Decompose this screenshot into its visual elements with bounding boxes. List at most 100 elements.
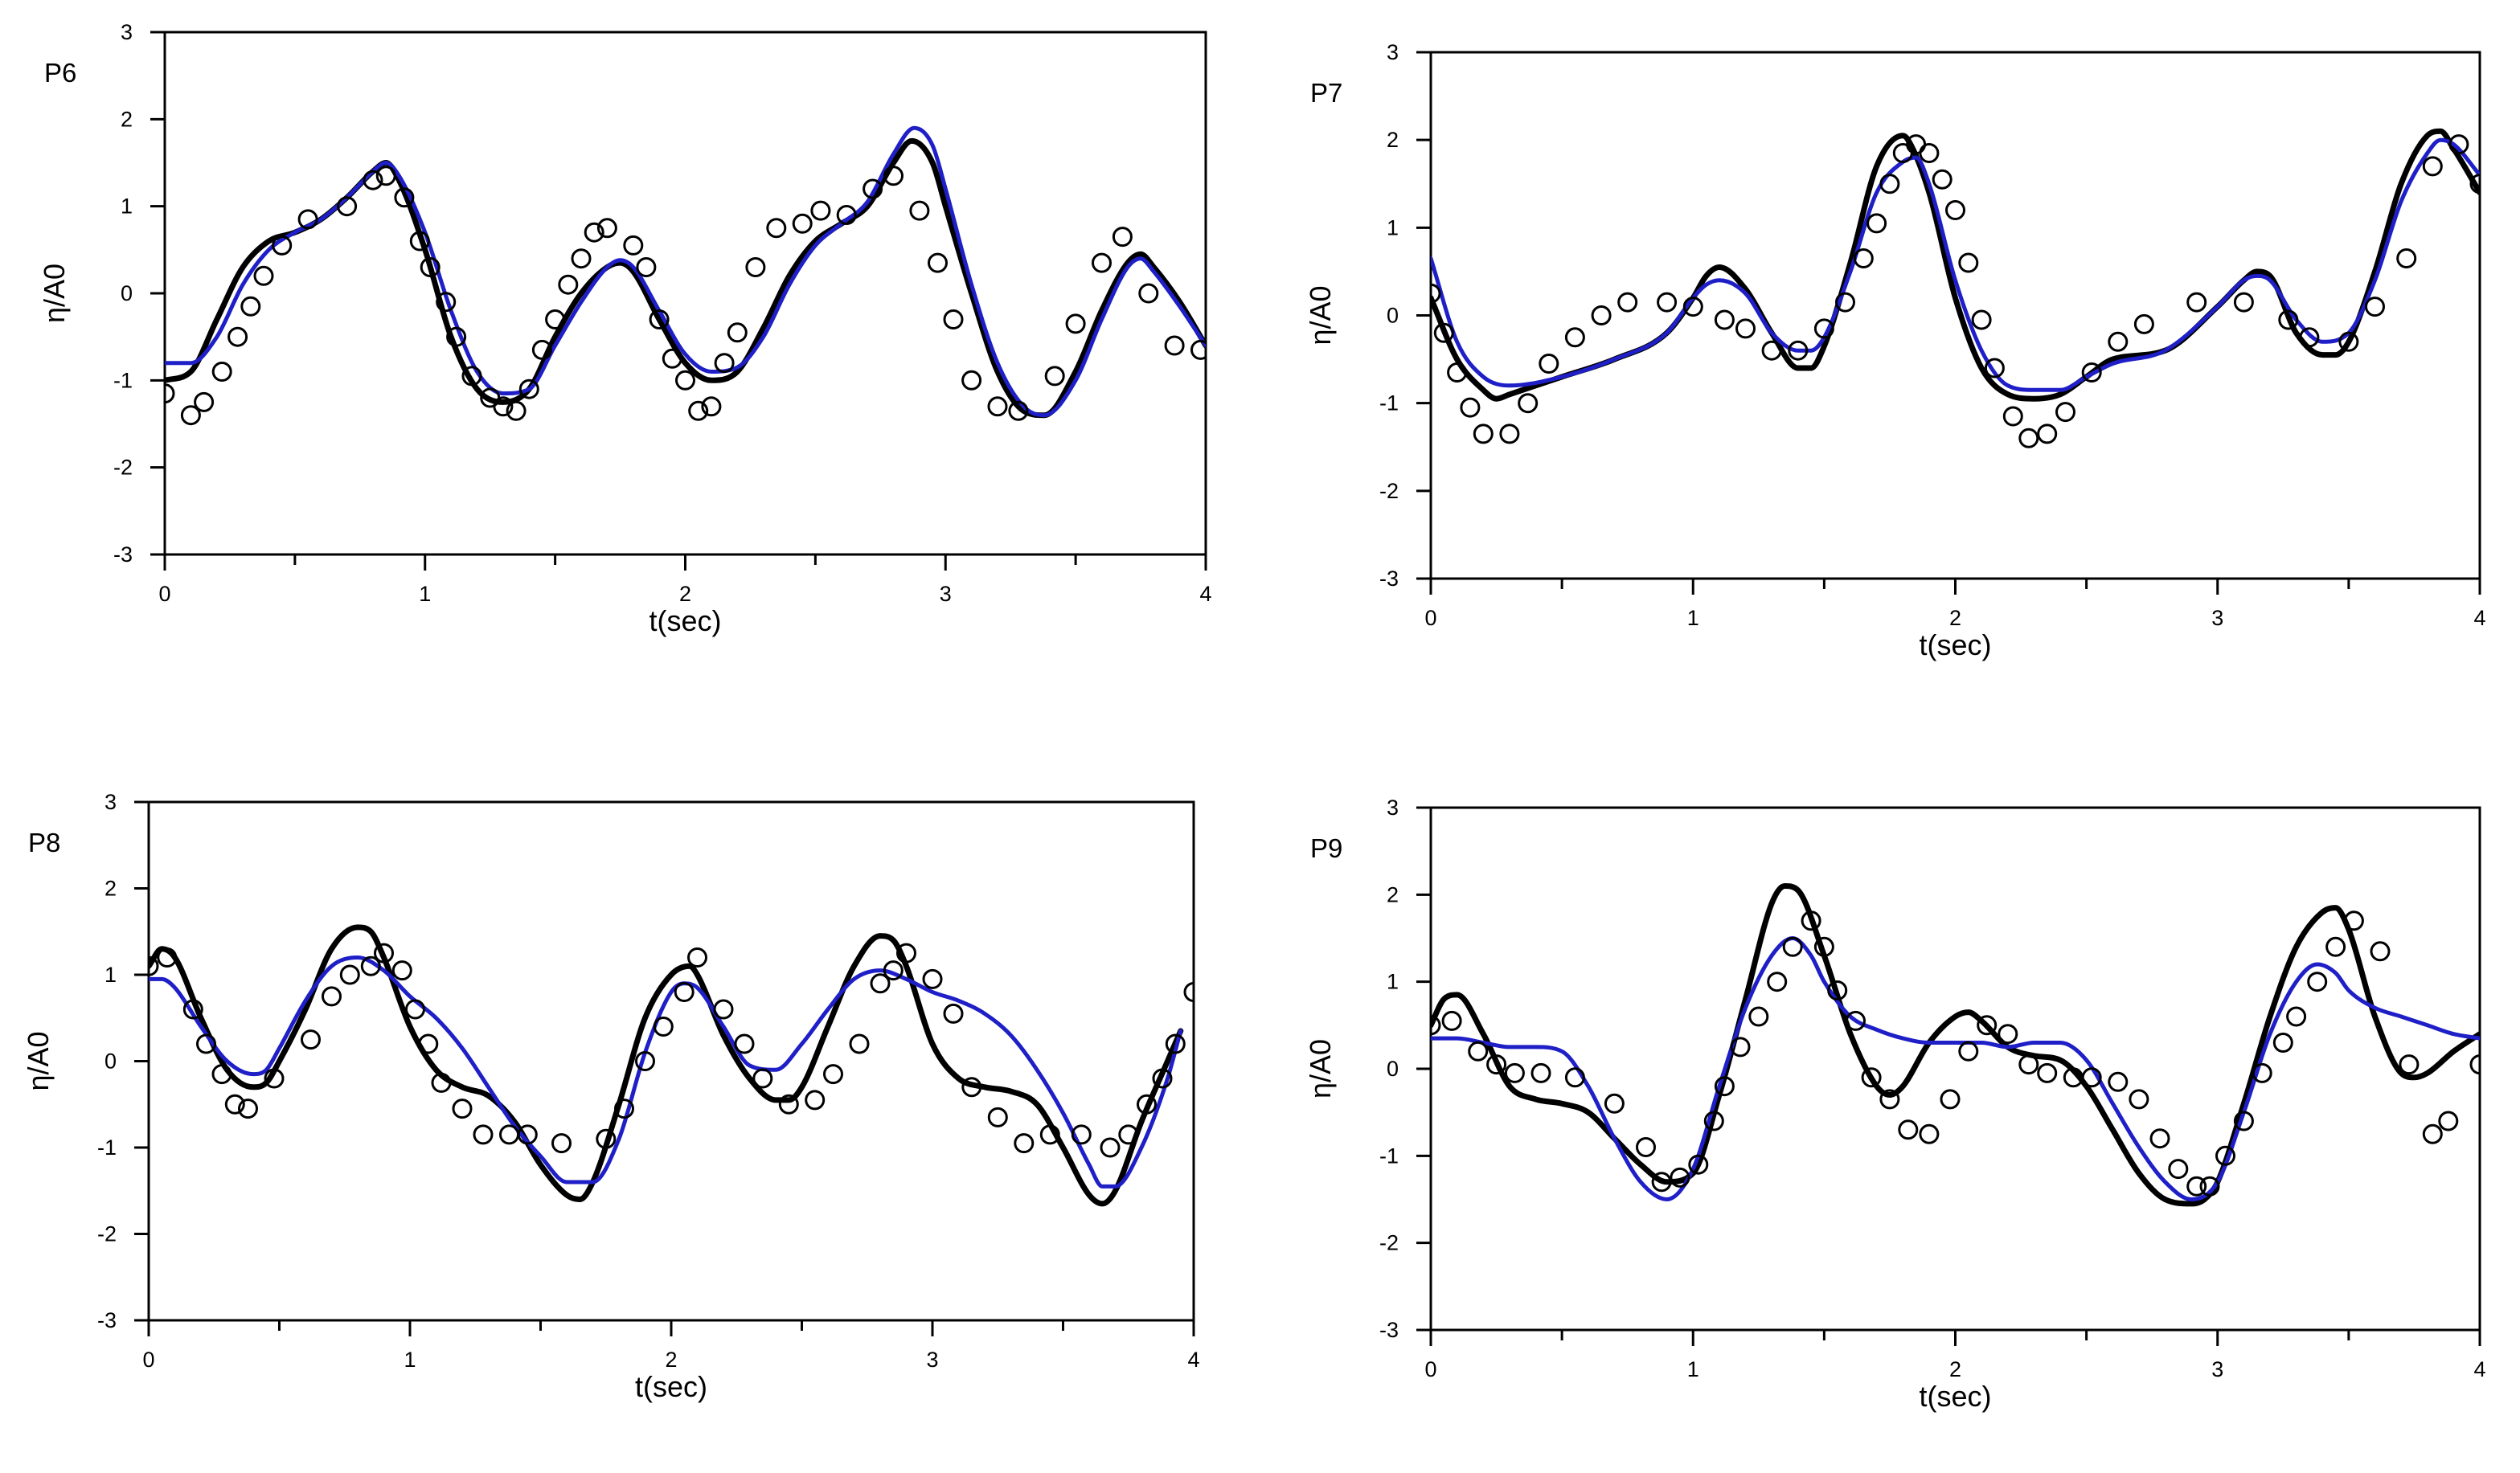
measured-point xyxy=(1431,283,1441,304)
x-tick-label: 1 xyxy=(404,1348,416,1372)
measured-point xyxy=(2215,1145,2235,1166)
x-tick-label: 2 xyxy=(665,1348,677,1372)
measured-point xyxy=(2186,292,2207,313)
y-tick-label: -3 xyxy=(1379,567,1399,591)
measured-point xyxy=(701,396,722,417)
measured-point xyxy=(297,209,318,230)
y-tick-label: 2 xyxy=(1387,128,1399,152)
black-series-line xyxy=(1431,883,2480,1207)
measured-point xyxy=(896,943,916,964)
measured-point xyxy=(2469,1054,2480,1075)
measured-point xyxy=(2199,1176,2220,1197)
measured-point xyxy=(1730,1037,1751,1058)
measured-point xyxy=(545,309,566,329)
measured-point xyxy=(1433,322,1454,343)
measured-point xyxy=(1071,1124,1092,1145)
measured-point xyxy=(1014,1133,1035,1154)
measured-point xyxy=(2338,331,2359,352)
measured-point xyxy=(531,339,552,360)
measured-point xyxy=(339,964,360,985)
y-tick-label: 0 xyxy=(1387,1057,1399,1081)
chart-panel-p8: 0 1 2 3 4 -3 -2 -1 0 1 2 3 t(sec) η/A0 P8 xyxy=(22,790,1200,1403)
measured-point xyxy=(883,166,904,186)
measured-point xyxy=(883,960,904,981)
measured-point xyxy=(499,1124,519,1145)
measured-point xyxy=(1714,1076,1735,1097)
measured-point xyxy=(1879,1089,1900,1110)
measured-point xyxy=(240,296,261,317)
measured-point xyxy=(394,187,415,208)
measured-point xyxy=(1164,335,1185,356)
measured-point xyxy=(551,1133,572,1154)
measured-point xyxy=(1714,309,1735,330)
measured-point xyxy=(1846,1010,1866,1031)
measured-point xyxy=(196,1033,216,1054)
x-tick-label: 1 xyxy=(1687,1357,1699,1381)
measured-point xyxy=(436,292,457,313)
measured-point xyxy=(1813,936,1834,957)
y-tick-label: 1 xyxy=(1387,970,1399,994)
measured-point xyxy=(506,400,527,421)
measured-point xyxy=(1636,1137,1656,1157)
measured-point xyxy=(766,218,787,239)
x-axis-label: t(sec) xyxy=(649,604,722,637)
measured-point xyxy=(2133,313,2154,334)
measured-point xyxy=(182,999,203,1020)
measured-point xyxy=(2307,972,2328,992)
measured-point xyxy=(675,370,695,391)
measured-point xyxy=(2422,156,2443,177)
plot-area xyxy=(1431,128,2480,448)
x-axis-label: t(sec) xyxy=(1920,1380,1992,1413)
measured-point xyxy=(713,999,734,1020)
x-tick-label: 3 xyxy=(926,1348,938,1372)
measured-point xyxy=(1657,292,1678,313)
x-tick-label: 3 xyxy=(2211,1357,2223,1381)
x-tick-label: 2 xyxy=(1949,1357,1961,1381)
x-axis-label: t(sec) xyxy=(1920,628,1992,661)
measured-point xyxy=(961,1077,982,1098)
measured-point xyxy=(1504,1062,1525,1083)
measured-point xyxy=(1861,1067,1882,1088)
measured-point xyxy=(1441,1010,1462,1031)
measured-point xyxy=(1879,174,1900,194)
measured-point xyxy=(1919,1123,1940,1144)
measured-point xyxy=(714,353,735,374)
measured-point xyxy=(805,1090,826,1111)
measured-point xyxy=(2422,1123,2443,1144)
measured-point xyxy=(1564,327,1585,348)
measured-point xyxy=(2002,406,2023,427)
blue-series-line xyxy=(165,125,1206,418)
plot-area xyxy=(1431,883,2480,1207)
measured-point xyxy=(1118,1124,1139,1145)
measured-point xyxy=(2149,1128,2170,1149)
y-tick-label: -3 xyxy=(113,542,133,567)
measured-point xyxy=(1539,354,1559,374)
x-tick-label: 1 xyxy=(419,582,431,606)
measured-point xyxy=(473,1124,494,1145)
measured-point xyxy=(792,213,813,234)
x-axis-label: t(sec) xyxy=(635,1370,707,1403)
measured-point xyxy=(2186,1176,2207,1197)
measured-point xyxy=(596,218,617,239)
measured-point xyxy=(1092,252,1112,273)
black-series-line xyxy=(149,924,1184,1207)
measured-point xyxy=(2399,1054,2420,1075)
measured-point xyxy=(1112,227,1133,248)
measured-point xyxy=(1564,1067,1585,1088)
plot-frame xyxy=(1429,51,2481,580)
measured-point xyxy=(1447,362,1468,383)
measured-point xyxy=(2396,248,2417,268)
y-tick-label: 3 xyxy=(1387,796,1399,820)
measured-point xyxy=(1431,1015,1441,1036)
measured-point xyxy=(1152,1068,1173,1089)
measured-point xyxy=(1853,248,1874,268)
x-tick-label: 0 xyxy=(1424,606,1436,630)
y-tick-label: 1 xyxy=(104,963,117,987)
measured-point xyxy=(211,362,232,382)
measured-point xyxy=(224,1094,245,1115)
measured-point xyxy=(2108,1071,2129,1092)
measured-point xyxy=(2370,941,2391,962)
measured-point xyxy=(165,383,175,404)
measured-point xyxy=(863,178,883,199)
measured-point xyxy=(2448,134,2469,155)
